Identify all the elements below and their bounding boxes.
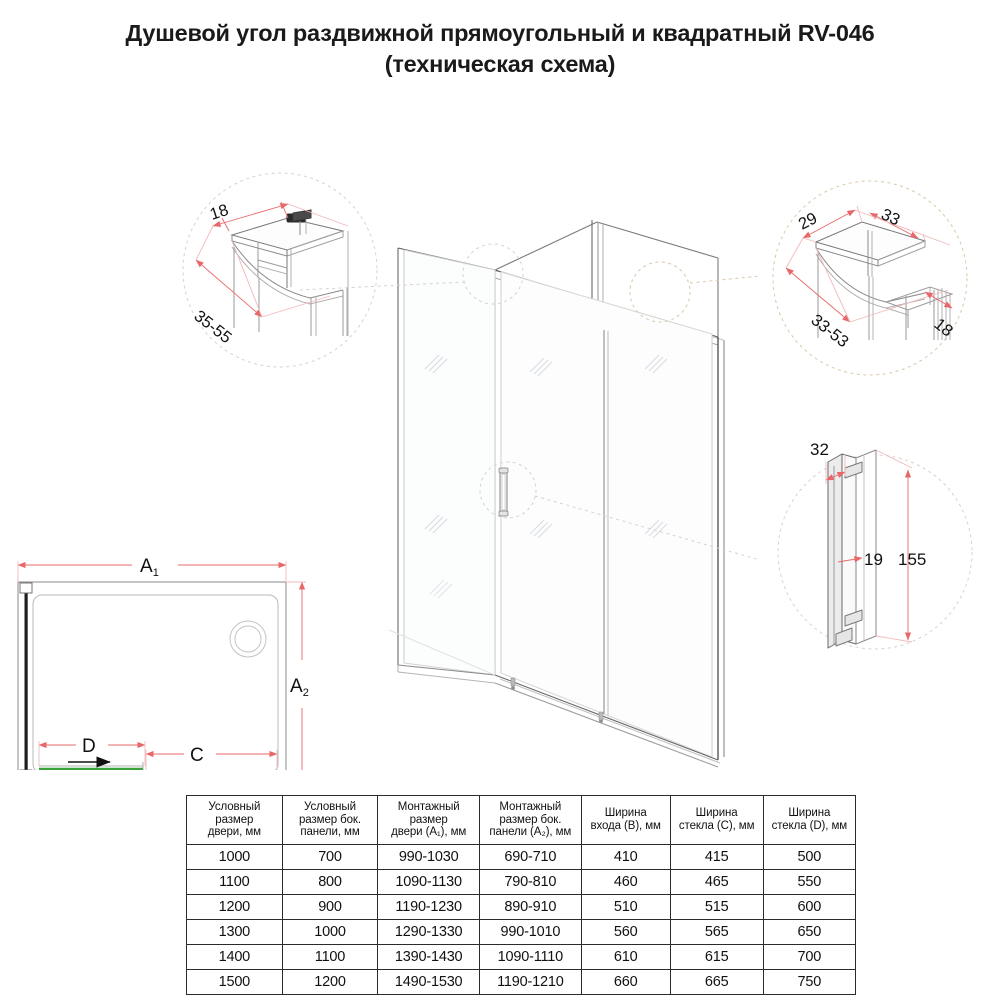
table-cell: 650: [762, 918, 857, 945]
table-header-cell: Монтажный размер бок. панели (A₂), мм: [479, 795, 582, 845]
table-cell: 1300: [186, 918, 283, 945]
plan-dim-a2: [286, 581, 306, 770]
table-row: 1200 900 1190-1230 890-910 510 515 600: [186, 893, 857, 920]
detail-top-left: 18 35-55: [182, 172, 378, 368]
table-header-cell: Ширина стекла (D), мм: [762, 795, 857, 845]
table-cell: 1100: [281, 943, 379, 970]
table-header-row: Условный размер двери, мм Условный разме…: [186, 795, 857, 845]
table-cell: 1200: [186, 893, 283, 920]
table-cell: 890-910: [479, 893, 582, 920]
table-row: 1500 1200 1490-1530 1190-1210 660 665 750: [186, 968, 857, 995]
plan-side-glass: [19, 582, 33, 770]
table-header-cell: Монтажный размер двери (A₁), мм: [377, 795, 480, 845]
table-cell: 565: [669, 918, 764, 945]
detail-dim-19: 19: [864, 550, 883, 569]
table-cell: 1200: [281, 968, 379, 995]
callout-circle-left-iso: [462, 243, 524, 305]
table-cell: 790-810: [479, 868, 582, 895]
table-header-cell: Ширина стекла (C), мм: [669, 795, 764, 845]
isometric-enclosure: [388, 220, 725, 768]
plan-glass-panels: [39, 762, 144, 770]
table-cell: 1390-1430: [377, 943, 480, 970]
table-cell: 700: [762, 943, 857, 970]
table-cell: 515: [669, 893, 764, 920]
plan-dim-d: [38, 741, 146, 766]
table-cell: 460: [580, 868, 671, 895]
table-cell: 990-1030: [377, 843, 480, 870]
table-cell: 510: [580, 893, 671, 920]
specification-table: Условный размер двери, мм Условный разме…: [186, 795, 857, 995]
table-cell: 560: [580, 918, 671, 945]
table-cell: 1490-1530: [377, 968, 480, 995]
detail-handle: 32 19 155: [777, 440, 973, 650]
table-cell: 600: [762, 893, 857, 920]
detail-dim-18-left: 18: [208, 201, 231, 224]
callout-circle-handle-iso: [479, 461, 537, 519]
table-cell: 1190-1230: [377, 893, 480, 920]
detail-circle-top-left: [182, 172, 378, 368]
table-cell: 660: [580, 968, 671, 995]
plan-dim-a1: [17, 561, 287, 582]
plan-view: A1 A2 D C: [17, 556, 309, 770]
detail-dim-32: 32: [810, 440, 829, 459]
table-cell: 1400: [186, 943, 283, 970]
plan-label-a2: A2: [290, 676, 309, 699]
table-cell: 1100: [186, 868, 283, 895]
table-cell: 610: [580, 943, 671, 970]
table-cell: 700: [281, 843, 379, 870]
detail-dim-35-55: 35-55: [191, 307, 235, 347]
callout-circle-right-iso: [629, 261, 691, 323]
detail-dim-33-53: 33-53: [808, 311, 852, 351]
table-cell: 1190-1210: [479, 968, 582, 995]
detail-dim-29: 29: [796, 209, 821, 233]
table-header-cell: Ширина входа (B), мм: [580, 795, 671, 845]
table-cell: 1000: [281, 918, 379, 945]
detail-top-right: 29 33 33-53 18: [772, 180, 968, 376]
technical-drawing: 18 35-55: [0, 100, 1000, 770]
door-handle-iso: [498, 467, 509, 517]
table-cell: 1290-1330: [377, 918, 480, 945]
detail-dim-155: 155: [898, 550, 926, 569]
title-line-1: Душевой угол раздвижной прямоугольный и …: [125, 20, 875, 46]
table-cell: 550: [762, 868, 857, 895]
plan-dim-c: [145, 750, 278, 770]
table-cell: 665: [669, 968, 764, 995]
table-cell: 615: [669, 943, 764, 970]
table-row: 1100 800 1090-1130 790-810 460 465 550: [186, 868, 857, 895]
table-cell: 410: [580, 843, 671, 870]
plan-label-a1: A1: [140, 556, 159, 579]
table-header-cell: Условный размер двери, мм: [186, 795, 283, 845]
table-cell: 990-1010: [479, 918, 582, 945]
table-cell: 415: [669, 843, 764, 870]
table-cell: 1000: [186, 843, 283, 870]
table-cell: 1500: [186, 968, 283, 995]
plan-label-d: D: [82, 736, 96, 757]
table-header-cell: Условный размер бок. панели, мм: [281, 795, 379, 845]
table-cell: 900: [281, 893, 379, 920]
table-cell: 500: [762, 843, 857, 870]
detail-circle-top-right: [772, 180, 968, 376]
table-row: 1000 700 990-1030 690-710 410 415 500: [186, 843, 857, 870]
title-line-2: (техническая схема): [384, 51, 616, 77]
page-title: Душевой угол раздвижной прямоугольный и …: [0, 18, 1000, 80]
table-cell: 1090-1110: [479, 943, 582, 970]
table-cell: 800: [281, 868, 379, 895]
table-cell: 750: [762, 968, 857, 995]
table-cell: 1090-1130: [377, 868, 480, 895]
table-row: 1300 1000 1290-1330 990-1010 560 565 650: [186, 918, 857, 945]
table-cell: 690-710: [479, 843, 582, 870]
table-cell: 465: [669, 868, 764, 895]
plan-label-c: C: [190, 745, 204, 766]
table-row: 1400 1100 1390-1430 1090-1110 610 615 700: [186, 943, 857, 970]
